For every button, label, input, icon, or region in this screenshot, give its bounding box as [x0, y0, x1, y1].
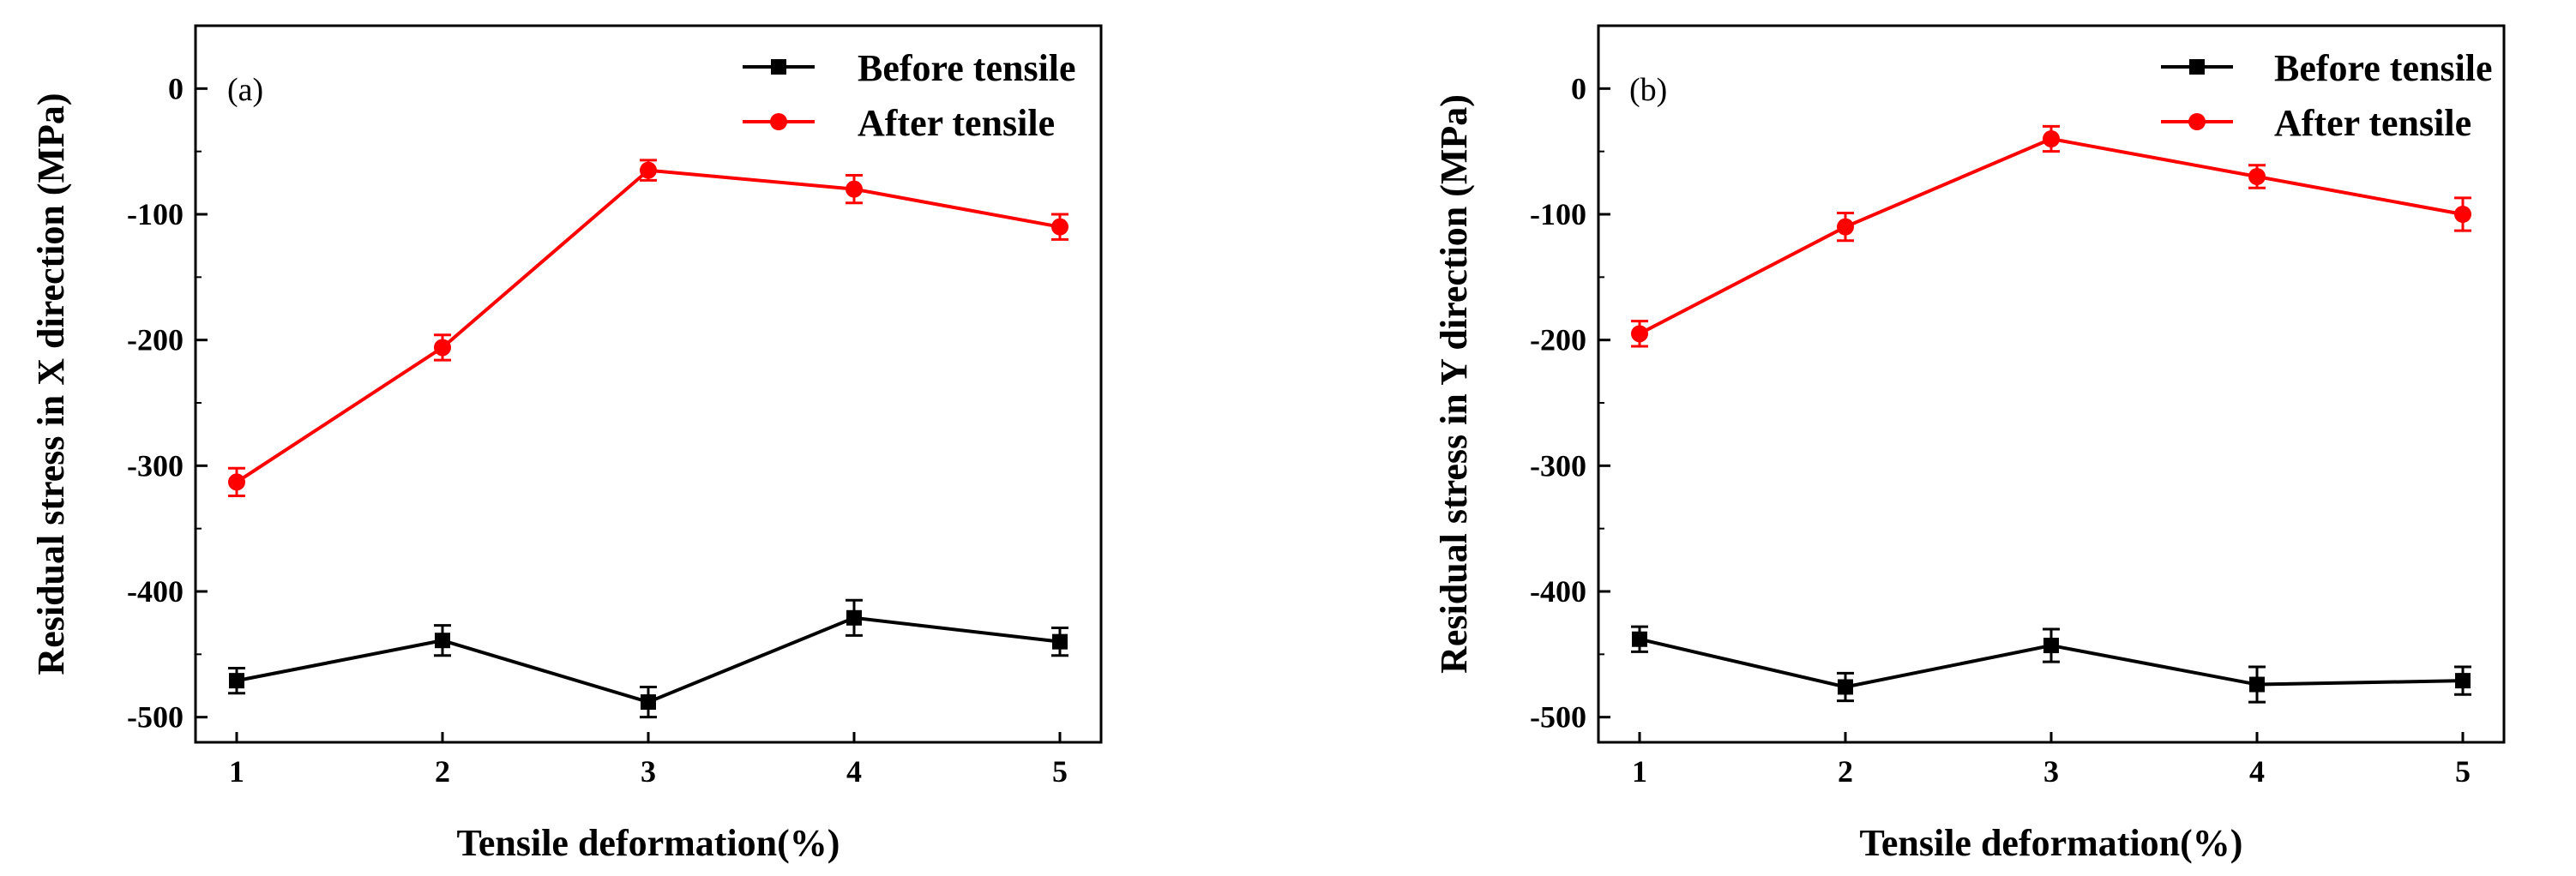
x-tick-label-b-3: 3 — [2043, 754, 2059, 789]
y-axis-title-a: Residual stress in X direction (MPa) — [30, 93, 72, 675]
data-point-before-a-2 — [435, 633, 450, 649]
data-point-before-b-3 — [2043, 638, 2059, 654]
data-point-after-b-4 — [2248, 168, 2266, 185]
data-point-before-b-4 — [2249, 676, 2265, 693]
legend-marker-before-a — [771, 59, 786, 75]
x-axis-title-a: Tensile deformation(%) — [457, 822, 840, 864]
legend-label-before-a: Before tensile — [858, 47, 1076, 89]
panel-label-b: (b) — [1629, 72, 1667, 108]
data-point-after-b-3 — [2043, 130, 2060, 147]
legend-marker-after-a — [770, 113, 787, 130]
x-tick-label-b-5: 5 — [2455, 754, 2471, 789]
data-point-before-a-1 — [229, 673, 244, 689]
legend-b: Before tensile After tensile — [2161, 47, 2493, 144]
tick-group-a: 1 2 3 4 5 0 -100 -200 -300 -400 -500 — [127, 71, 1068, 789]
data-point-after-a-3 — [640, 161, 657, 179]
panel-label-a: (a) — [227, 72, 263, 108]
x-tick-label-a-5: 5 — [1052, 754, 1068, 789]
data-point-after-b-2 — [1837, 218, 1854, 236]
series-group-a — [228, 159, 1068, 719]
legend-label-after-b: After tensile — [2274, 102, 2471, 144]
data-point-before-b-2 — [1838, 679, 1853, 695]
y-axis-title-b: Residual stress in Y direction (MPa) — [1433, 94, 1475, 674]
data-point-after-a-4 — [846, 180, 863, 198]
y-tick-label-a-4: -400 — [127, 574, 184, 609]
y-tick-label-b-2: -200 — [1530, 323, 1586, 357]
data-point-before-a-5 — [1052, 633, 1068, 650]
tick-group-b: 1 2 3 4 5 0 -100 -200 -300 -400 -500 — [1530, 71, 2471, 789]
y-tick-label-b-1: -100 — [1530, 197, 1586, 231]
y-tick-label-a-0: 0 — [168, 71, 184, 105]
series-line-after-a — [235, 168, 1061, 484]
x-tick-label-a-2: 2 — [435, 754, 450, 789]
y-tick-label-b-0: 0 — [1571, 71, 1586, 105]
legend-marker-before-b — [2189, 59, 2205, 75]
x-axis-title-b: Tensile deformation(%) — [1860, 822, 2243, 864]
y-tick-label-b-5: -500 — [1530, 700, 1586, 735]
x-tick-label-b-2: 2 — [1838, 754, 1853, 789]
x-tick-label-a-1: 1 — [229, 754, 244, 789]
data-point-after-b-1 — [1631, 325, 1648, 343]
y-tick-label-a-5: -500 — [127, 700, 184, 735]
data-point-after-b-5 — [2454, 206, 2471, 223]
x-tick-label-b-4: 4 — [2249, 754, 2265, 789]
legend-label-before-b: Before tensile — [2274, 47, 2493, 89]
series-group-b — [1631, 124, 2471, 704]
x-tick-label-b-1: 1 — [1632, 754, 1647, 789]
data-point-before-a-4 — [846, 609, 862, 626]
data-point-before-b-5 — [2455, 673, 2471, 689]
chart-panel-a: (a) Tensile deformation(%) Residual stre… — [30, 24, 1103, 864]
legend-a: Before tensile After tensile — [743, 47, 1076, 144]
data-point-before-a-3 — [641, 694, 656, 711]
series-line-after-b — [1639, 136, 2464, 336]
data-point-before-b-1 — [1632, 631, 1647, 647]
y-tick-label-a-2: -200 — [127, 323, 184, 357]
data-point-after-a-1 — [228, 473, 245, 491]
x-tick-label-a-4: 4 — [846, 754, 862, 789]
legend-label-after-a: After tensile — [858, 102, 1055, 144]
chart-panel-b: (b) Tensile deformation(%) Residual stre… — [1433, 24, 2506, 864]
data-point-after-a-5 — [1051, 218, 1068, 236]
y-tick-label-b-4: -400 — [1530, 574, 1586, 609]
y-tick-label-b-3: -300 — [1530, 448, 1586, 483]
y-tick-label-a-1: -100 — [127, 197, 184, 231]
legend-marker-after-b — [2188, 113, 2206, 130]
x-tick-label-a-3: 3 — [641, 754, 656, 789]
y-tick-label-a-3: -300 — [127, 448, 184, 483]
data-point-after-a-2 — [434, 339, 451, 357]
